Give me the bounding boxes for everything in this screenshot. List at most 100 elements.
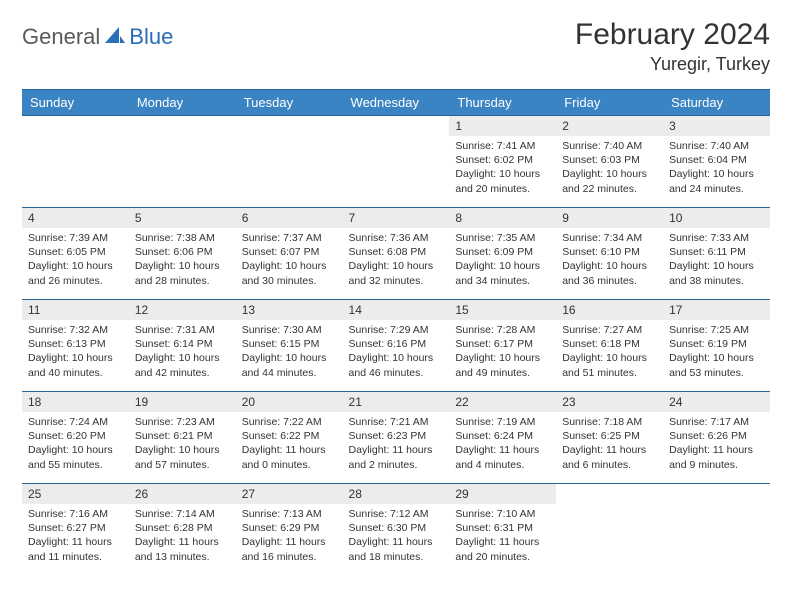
daylight-text: Daylight: 10 hours and 22 minutes. bbox=[562, 167, 657, 195]
calendar-day-cell: 25Sunrise: 7:16 AMSunset: 6:27 PMDayligh… bbox=[22, 484, 129, 576]
daylight-text: Daylight: 10 hours and 51 minutes. bbox=[562, 351, 657, 379]
day-number: 4 bbox=[22, 208, 129, 228]
sunset-text: Sunset: 6:06 PM bbox=[135, 245, 230, 259]
sunrise-text: Sunrise: 7:35 AM bbox=[455, 231, 550, 245]
calendar-day-cell: 27Sunrise: 7:13 AMSunset: 6:29 PMDayligh… bbox=[236, 484, 343, 576]
sunrise-text: Sunrise: 7:29 AM bbox=[349, 323, 444, 337]
daylight-text: Daylight: 10 hours and 55 minutes. bbox=[28, 443, 123, 471]
calendar-day-cell: 11Sunrise: 7:32 AMSunset: 6:13 PMDayligh… bbox=[22, 300, 129, 392]
weekday-sunday: Sunday bbox=[22, 90, 129, 116]
weekday-header-row: Sunday Monday Tuesday Wednesday Thursday… bbox=[22, 90, 770, 116]
calendar-day-cell: 20Sunrise: 7:22 AMSunset: 6:22 PMDayligh… bbox=[236, 392, 343, 484]
calendar-day-cell: 6Sunrise: 7:37 AMSunset: 6:07 PMDaylight… bbox=[236, 208, 343, 300]
calendar-day-cell: 17Sunrise: 7:25 AMSunset: 6:19 PMDayligh… bbox=[663, 300, 770, 392]
daylight-text: Daylight: 10 hours and 49 minutes. bbox=[455, 351, 550, 379]
calendar-day-cell: 28Sunrise: 7:12 AMSunset: 6:30 PMDayligh… bbox=[343, 484, 450, 576]
calendar-day-cell: 8Sunrise: 7:35 AMSunset: 6:09 PMDaylight… bbox=[449, 208, 556, 300]
sunset-text: Sunset: 6:20 PM bbox=[28, 429, 123, 443]
sunrise-text: Sunrise: 7:24 AM bbox=[28, 415, 123, 429]
day-number: 24 bbox=[663, 392, 770, 412]
day-number: 5 bbox=[129, 208, 236, 228]
day-details: Sunrise: 7:23 AMSunset: 6:21 PMDaylight:… bbox=[129, 412, 236, 478]
day-number: 20 bbox=[236, 392, 343, 412]
daylight-text: Daylight: 10 hours and 26 minutes. bbox=[28, 259, 123, 287]
daylight-text: Daylight: 11 hours and 13 minutes. bbox=[135, 535, 230, 563]
sunset-text: Sunset: 6:26 PM bbox=[669, 429, 764, 443]
day-number: 19 bbox=[129, 392, 236, 412]
sunset-text: Sunset: 6:23 PM bbox=[349, 429, 444, 443]
sunset-text: Sunset: 6:30 PM bbox=[349, 521, 444, 535]
daylight-text: Daylight: 10 hours and 28 minutes. bbox=[135, 259, 230, 287]
day-details: Sunrise: 7:14 AMSunset: 6:28 PMDaylight:… bbox=[129, 504, 236, 570]
day-number: 15 bbox=[449, 300, 556, 320]
weekday-tuesday: Tuesday bbox=[236, 90, 343, 116]
day-number: 10 bbox=[663, 208, 770, 228]
calendar-day-cell: 12Sunrise: 7:31 AMSunset: 6:14 PMDayligh… bbox=[129, 300, 236, 392]
daylight-text: Daylight: 10 hours and 40 minutes. bbox=[28, 351, 123, 379]
sunrise-text: Sunrise: 7:30 AM bbox=[242, 323, 337, 337]
day-number: 26 bbox=[129, 484, 236, 504]
sunrise-text: Sunrise: 7:27 AM bbox=[562, 323, 657, 337]
sunrise-text: Sunrise: 7:14 AM bbox=[135, 507, 230, 521]
day-details: Sunrise: 7:37 AMSunset: 6:07 PMDaylight:… bbox=[236, 228, 343, 294]
daylight-text: Daylight: 10 hours and 57 minutes. bbox=[135, 443, 230, 471]
daylight-text: Daylight: 10 hours and 44 minutes. bbox=[242, 351, 337, 379]
day-number: 17 bbox=[663, 300, 770, 320]
day-number bbox=[663, 484, 770, 502]
sunset-text: Sunset: 6:24 PM bbox=[455, 429, 550, 443]
calendar-day-cell: 14Sunrise: 7:29 AMSunset: 6:16 PMDayligh… bbox=[343, 300, 450, 392]
sunset-text: Sunset: 6:27 PM bbox=[28, 521, 123, 535]
day-details: Sunrise: 7:18 AMSunset: 6:25 PMDaylight:… bbox=[556, 412, 663, 478]
day-number bbox=[129, 116, 236, 134]
day-number: 16 bbox=[556, 300, 663, 320]
title-block: February 2024 Yuregir, Turkey bbox=[575, 18, 770, 75]
daylight-text: Daylight: 11 hours and 11 minutes. bbox=[28, 535, 123, 563]
sunset-text: Sunset: 6:05 PM bbox=[28, 245, 123, 259]
day-details: Sunrise: 7:36 AMSunset: 6:08 PMDaylight:… bbox=[343, 228, 450, 294]
day-number bbox=[236, 116, 343, 134]
calendar-day-cell: 16Sunrise: 7:27 AMSunset: 6:18 PMDayligh… bbox=[556, 300, 663, 392]
sunrise-text: Sunrise: 7:21 AM bbox=[349, 415, 444, 429]
day-details: Sunrise: 7:27 AMSunset: 6:18 PMDaylight:… bbox=[556, 320, 663, 386]
day-number: 22 bbox=[449, 392, 556, 412]
day-details: Sunrise: 7:31 AMSunset: 6:14 PMDaylight:… bbox=[129, 320, 236, 386]
day-number: 12 bbox=[129, 300, 236, 320]
day-details: Sunrise: 7:33 AMSunset: 6:11 PMDaylight:… bbox=[663, 228, 770, 294]
sunset-text: Sunset: 6:29 PM bbox=[242, 521, 337, 535]
sunset-text: Sunset: 6:22 PM bbox=[242, 429, 337, 443]
daylight-text: Daylight: 10 hours and 24 minutes. bbox=[669, 167, 764, 195]
calendar-day-cell: 22Sunrise: 7:19 AMSunset: 6:24 PMDayligh… bbox=[449, 392, 556, 484]
calendar-week-row: 4Sunrise: 7:39 AMSunset: 6:05 PMDaylight… bbox=[22, 208, 770, 300]
calendar-day-cell: 2Sunrise: 7:40 AMSunset: 6:03 PMDaylight… bbox=[556, 116, 663, 208]
sunrise-text: Sunrise: 7:13 AM bbox=[242, 507, 337, 521]
day-details: Sunrise: 7:41 AMSunset: 6:02 PMDaylight:… bbox=[449, 136, 556, 202]
sunrise-text: Sunrise: 7:40 AM bbox=[562, 139, 657, 153]
sunset-text: Sunset: 6:31 PM bbox=[455, 521, 550, 535]
day-details: Sunrise: 7:40 AMSunset: 6:04 PMDaylight:… bbox=[663, 136, 770, 202]
day-number: 1 bbox=[449, 116, 556, 136]
sunset-text: Sunset: 6:21 PM bbox=[135, 429, 230, 443]
calendar-day-cell bbox=[663, 484, 770, 576]
weekday-thursday: Thursday bbox=[449, 90, 556, 116]
logo-text-general: General bbox=[22, 24, 100, 50]
day-details: Sunrise: 7:12 AMSunset: 6:30 PMDaylight:… bbox=[343, 504, 450, 570]
daylight-text: Daylight: 10 hours and 46 minutes. bbox=[349, 351, 444, 379]
sunrise-text: Sunrise: 7:25 AM bbox=[669, 323, 764, 337]
weekday-monday: Monday bbox=[129, 90, 236, 116]
day-number: 25 bbox=[22, 484, 129, 504]
day-number bbox=[22, 116, 129, 134]
daylight-text: Daylight: 11 hours and 9 minutes. bbox=[669, 443, 764, 471]
location: Yuregir, Turkey bbox=[575, 54, 770, 75]
sunrise-text: Sunrise: 7:38 AM bbox=[135, 231, 230, 245]
weekday-friday: Friday bbox=[556, 90, 663, 116]
sunrise-text: Sunrise: 7:41 AM bbox=[455, 139, 550, 153]
sunrise-text: Sunrise: 7:36 AM bbox=[349, 231, 444, 245]
calendar-day-cell bbox=[22, 116, 129, 208]
calendar-day-cell: 21Sunrise: 7:21 AMSunset: 6:23 PMDayligh… bbox=[343, 392, 450, 484]
sunset-text: Sunset: 6:16 PM bbox=[349, 337, 444, 351]
sunrise-text: Sunrise: 7:28 AM bbox=[455, 323, 550, 337]
day-number: 13 bbox=[236, 300, 343, 320]
calendar-day-cell: 7Sunrise: 7:36 AMSunset: 6:08 PMDaylight… bbox=[343, 208, 450, 300]
day-details: Sunrise: 7:17 AMSunset: 6:26 PMDaylight:… bbox=[663, 412, 770, 478]
daylight-text: Daylight: 11 hours and 16 minutes. bbox=[242, 535, 337, 563]
